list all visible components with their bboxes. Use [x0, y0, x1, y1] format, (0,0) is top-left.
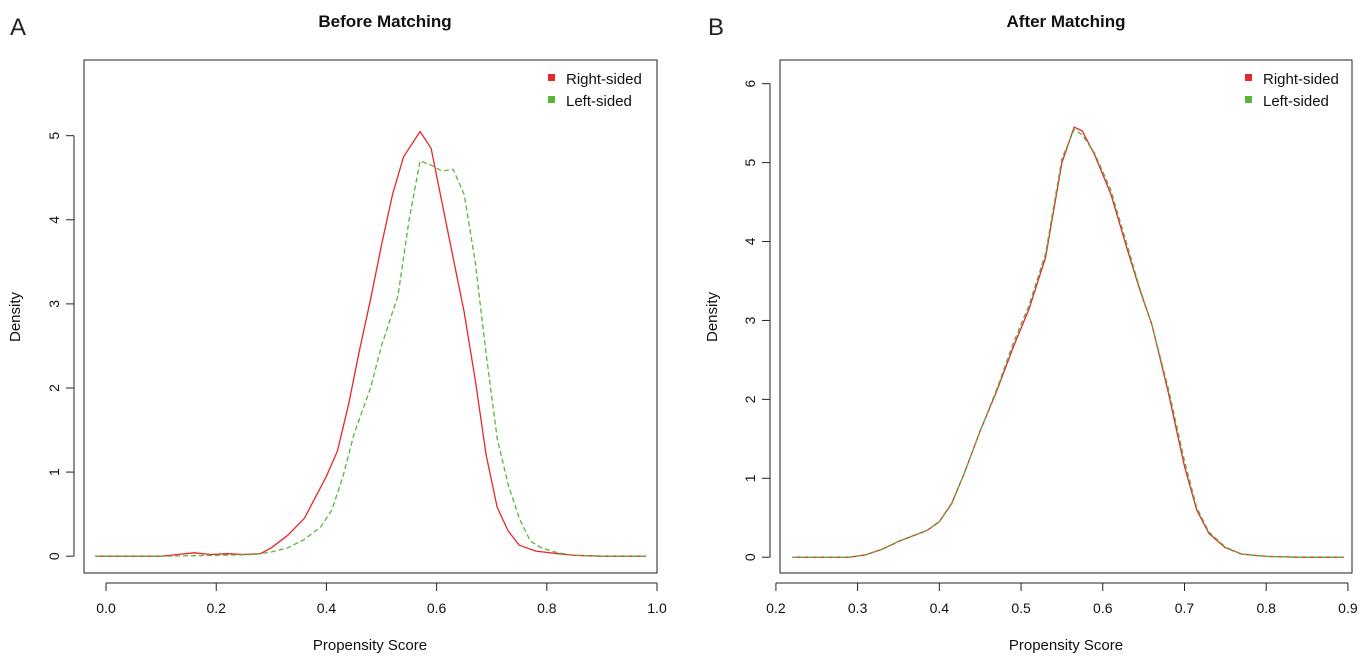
y-tick-label: 2	[742, 395, 758, 403]
x-tick-label: 0.6	[1093, 600, 1113, 616]
x-tick-label: 0.2	[766, 600, 786, 616]
y-axis-label: Density	[7, 291, 24, 342]
legend-label-right-sided: Right-sided	[1263, 71, 1339, 88]
legend-swatch-right-sided	[1245, 74, 1252, 81]
y-tick-label: 2	[46, 384, 62, 392]
x-tick-label: 0.6	[427, 600, 447, 616]
x-tick-label: 0.5	[1011, 600, 1031, 616]
x-tick-label: 0.8	[537, 600, 557, 616]
panel-before-matching: Before Matching Propensity Score Density…	[7, 12, 667, 654]
y-tick-label: 1	[742, 474, 758, 482]
x-tick-label: 1.0	[647, 600, 667, 616]
y-tick-label: 6	[742, 80, 758, 88]
legend-swatch-left-sided	[1245, 96, 1252, 103]
panel-after-matching: After Matching Propensity Score Density …	[704, 12, 1358, 654]
x-tick-label: 0.8	[1256, 600, 1276, 616]
x-tick-label: 0.3	[848, 600, 868, 616]
y-tick-label: 1	[46, 468, 62, 476]
y-tick-label: 5	[742, 158, 758, 166]
chart-title: Before Matching	[318, 12, 451, 31]
y-axis-label: Density	[704, 291, 721, 342]
legend-label-right-sided: Right-sided	[566, 71, 642, 88]
chart-title: After Matching	[1007, 12, 1126, 31]
x-tick-label: 0.9	[1338, 600, 1358, 616]
plot-frame	[779, 59, 1353, 574]
panel-letter-b: B	[708, 14, 725, 41]
y-tick-label: 0	[742, 553, 758, 561]
legend-swatch-left-sided	[548, 96, 555, 103]
y-tick-label: 4	[742, 237, 758, 245]
x-tick-label: 0.2	[206, 600, 226, 616]
y-tick-label: 3	[46, 300, 62, 308]
series-line-left-sided	[95, 160, 646, 557]
x-tick-label: 0.7	[1175, 600, 1195, 616]
y-tick-label: 4	[46, 216, 62, 224]
x-tick-label: 0.4	[930, 600, 950, 616]
x-axis-label: Propensity Score	[1009, 637, 1123, 654]
series-line-left-sided	[792, 128, 1344, 558]
panel-letter-a: A	[10, 14, 27, 41]
legend: Right-sided Left-sided	[548, 71, 642, 110]
series-line-right-sided	[792, 126, 1344, 558]
plot-frame	[83, 59, 658, 574]
legend-label-left-sided: Left-sided	[1263, 93, 1329, 110]
series-line-right-sided	[95, 130, 646, 557]
legend-swatch-right-sided	[548, 74, 555, 81]
y-tick-label: 3	[742, 316, 758, 324]
y-tick-label: 0	[46, 552, 62, 560]
legend-label-left-sided: Left-sided	[566, 93, 632, 110]
y-tick-label: 5	[46, 132, 62, 140]
legend: Right-sided Left-sided	[1245, 71, 1339, 110]
x-tick-label: 0.4	[317, 600, 337, 616]
x-axis-label: Propensity Score	[313, 637, 427, 654]
x-tick-label: 0.0	[96, 600, 116, 616]
